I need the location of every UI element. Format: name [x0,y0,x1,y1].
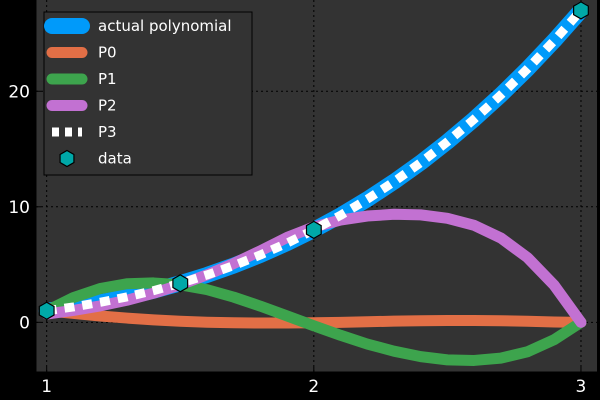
legend-item: P1 [46,70,117,88]
y-tick-label: 20 [8,82,30,102]
x-tick-label: 3 [576,377,587,397]
legend-item: P0 [46,44,117,62]
series-layer [38,1,589,366]
legend-label: P0 [98,44,117,62]
axis-layer: 1 2 3 0 10 20 [8,0,597,397]
data-point-marker [305,220,322,240]
series-data [38,1,589,320]
y-tick-label: 10 [8,198,30,218]
legend-label: P2 [98,97,117,115]
legend: actual polynomial P0 P1 P2 P3 data [43,11,253,176]
legend-box [43,11,253,176]
series-line-p3 [46,7,585,316]
legend-item: actual polynomial [44,17,232,35]
data-point-marker [172,274,189,293]
legend-label: actual polynomial [98,17,232,35]
legend-label: P1 [98,70,117,88]
data-point-marker [38,301,55,320]
series-line-p1 [41,277,587,366]
data-point-marker [573,1,589,20]
x-tick-label: 1 [41,377,52,397]
legend-swatch-marker [59,149,75,168]
y-tick-label: 0 [19,313,30,333]
legend-item: P2 [46,97,117,115]
x-tick-label: 2 [308,377,319,397]
legend-item: data [59,149,132,168]
legend-item: P3 [52,123,117,141]
legend-label: data [98,150,132,168]
legend-label: P3 [98,123,117,141]
